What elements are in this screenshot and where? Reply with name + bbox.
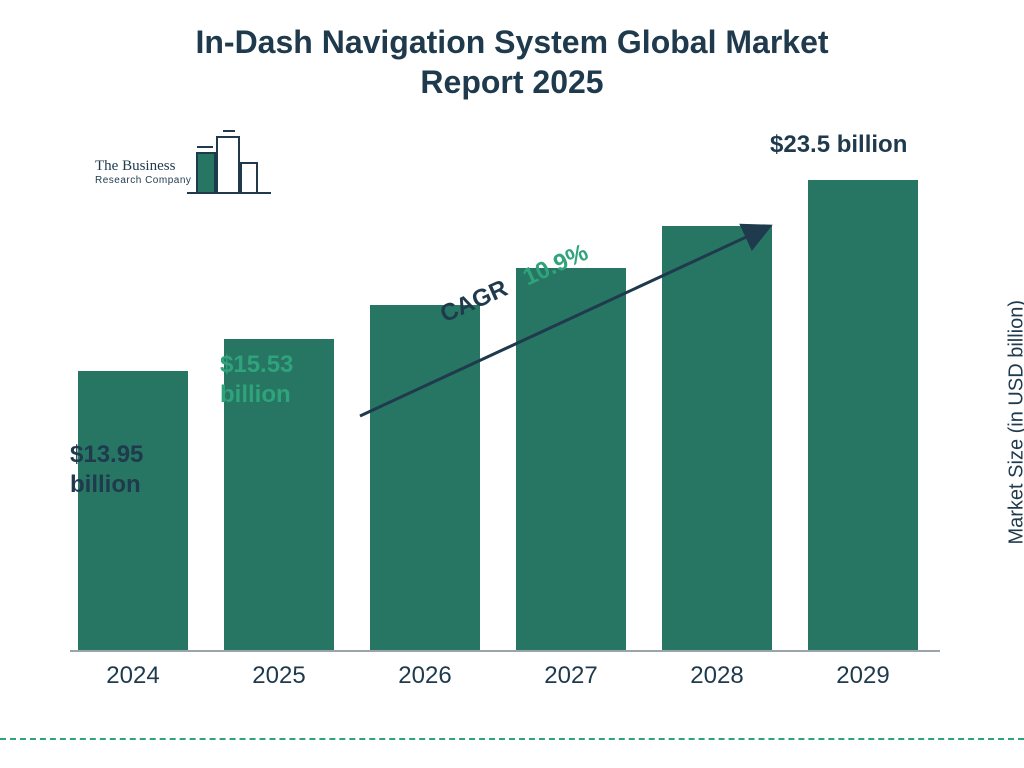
value-label-0: $13.95billion	[70, 440, 143, 500]
chart-title: In-Dash Navigation System Global Market …	[0, 0, 1024, 102]
title-line-2: Report 2025	[420, 64, 603, 100]
bar-2026	[370, 305, 480, 650]
x-label-2028: 2028	[662, 662, 772, 690]
value-label-2: $23.5 billion	[770, 130, 907, 160]
title-line-1: In-Dash Navigation System Global Market	[195, 24, 828, 60]
bar-2028	[662, 226, 772, 650]
x-label-2027: 2027	[516, 662, 626, 690]
y-axis-label: Market Size (in USD billion)	[1006, 300, 1024, 545]
bar-2027	[516, 268, 626, 650]
x-label-2026: 2026	[370, 662, 480, 690]
value-label-1: $15.53billion	[220, 350, 293, 410]
x-label-2024: 2024	[78, 662, 188, 690]
bar-2024	[78, 371, 188, 650]
x-label-2029: 2029	[808, 662, 918, 690]
x-label-2025: 2025	[224, 662, 334, 690]
bottom-divider	[0, 738, 1024, 740]
bar-2029	[808, 180, 918, 650]
bar-chart: 2024 2025 2026 2027 2028 2029 $13.95billion $1…	[70, 130, 940, 690]
x-axis-line	[70, 650, 940, 652]
